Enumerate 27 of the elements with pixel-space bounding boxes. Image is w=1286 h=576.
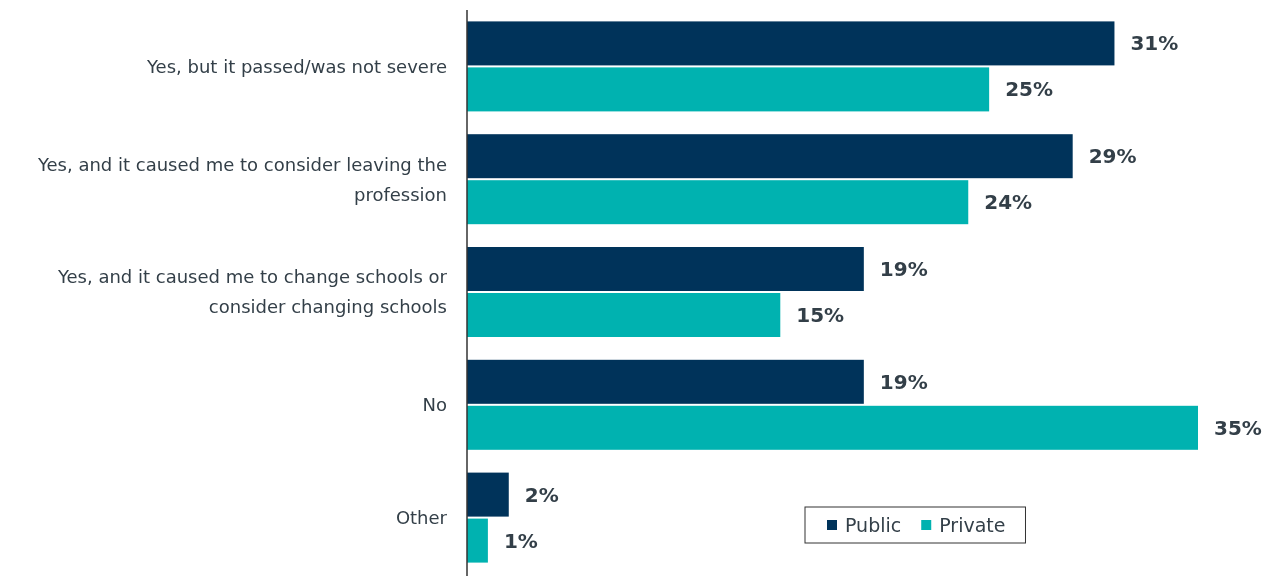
y-tick-label: Yes, and it caused me to consider leaving the profession — [36, 153, 447, 205]
bar — [467, 247, 864, 291]
legend-label: Public — [845, 513, 902, 536]
bar — [467, 293, 781, 337]
data-label: 15% — [796, 303, 845, 327]
data-label: 31% — [1130, 31, 1179, 56]
data-label: 19% — [879, 369, 928, 394]
data-label: 35% — [1214, 415, 1262, 440]
y-tick-label: Other — [395, 506, 448, 528]
bar — [467, 472, 509, 517]
bar — [467, 180, 969, 225]
data-label: 25% — [1005, 77, 1054, 102]
bar — [467, 134, 1073, 179]
bar — [467, 21, 1115, 66]
y-tick-label: No — [422, 394, 447, 416]
y-tick-label: Yes, and it caused me to change schools or consider changing schools — [56, 266, 448, 318]
data-label: 29% — [1088, 144, 1137, 169]
legend-label: Private — [939, 513, 1006, 536]
data-label: 1% — [503, 528, 538, 553]
data-label: 24% — [984, 190, 1033, 215]
bar — [467, 518, 488, 563]
bar — [467, 359, 864, 404]
data-label: 19% — [879, 257, 928, 281]
data-label: 2% — [524, 482, 559, 507]
bar — [467, 405, 1198, 450]
y-tick-label: Yes, but it passed/was not severe — [146, 55, 447, 77]
bar — [467, 67, 990, 112]
